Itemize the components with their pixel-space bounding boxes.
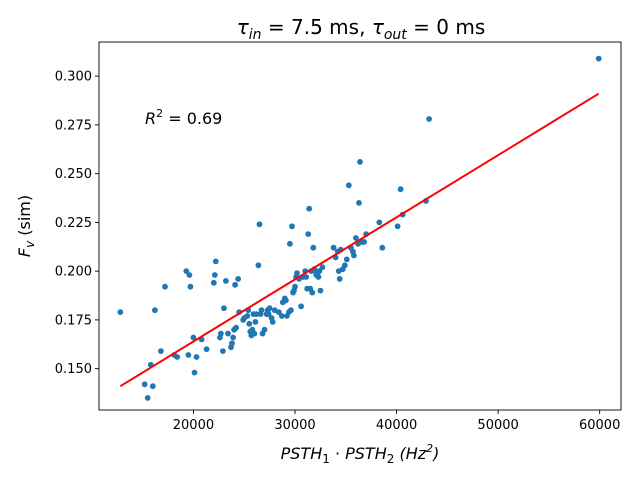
- scatter-point: [269, 319, 276, 325]
- scatter-point: [225, 330, 231, 337]
- scatter-point: [256, 221, 263, 228]
- y-axis-label: Fv (sim): [15, 195, 37, 257]
- scatter-point: [246, 320, 253, 327]
- scatter-point: [244, 313, 251, 319]
- scatter-point: [306, 205, 313, 212]
- x-tick-label: 20000: [173, 418, 214, 433]
- scatter-point: [394, 223, 401, 230]
- scatter-point: [218, 330, 224, 337]
- scatter-point: [253, 311, 260, 317]
- scatter-point: [174, 354, 181, 360]
- scatter-point: [283, 297, 289, 304]
- scatter-point: [261, 326, 268, 333]
- scatter-point: [158, 348, 164, 354]
- scatter-point: [212, 258, 219, 265]
- y-tick-label: 0.150: [55, 362, 92, 377]
- scatter-point: [191, 369, 198, 376]
- scatter-point: [190, 334, 197, 341]
- scatter-point: [289, 223, 295, 230]
- scatter-point: [426, 116, 432, 122]
- y-tick-label: 0.225: [55, 216, 92, 231]
- scatter-point: [230, 334, 237, 341]
- scatter-point: [255, 262, 262, 269]
- scatter-point: [117, 309, 124, 315]
- chart-title: τin = 7.5 ms, τout = 0 ms: [237, 15, 486, 43]
- scatter-point: [315, 274, 322, 280]
- scatter-point: [149, 383, 156, 390]
- scatter-point: [221, 305, 227, 312]
- scatter-point: [252, 319, 259, 325]
- scatter-point: [233, 324, 240, 331]
- scatter-point: [319, 264, 326, 271]
- scatter-point: [141, 381, 148, 388]
- scatter-point: [287, 240, 293, 247]
- scatter-point: [379, 244, 386, 251]
- scatter-point: [294, 270, 300, 276]
- scatter-point: [152, 307, 158, 314]
- x-tick-label: 50000: [477, 418, 518, 433]
- x-axis-label: PSTH1 · PSTH2 (Hz2): [281, 442, 440, 466]
- scatter-point: [203, 346, 210, 353]
- scatter-point: [305, 231, 312, 238]
- scatter-point: [353, 235, 359, 241]
- scatter-point: [361, 239, 367, 245]
- y-tick-label: 0.250: [55, 167, 92, 182]
- scatter-point: [303, 274, 310, 280]
- scatter-point: [211, 272, 218, 278]
- scatter-point: [144, 395, 151, 401]
- y-tick-label: 0.300: [55, 70, 92, 85]
- scatter-point: [336, 276, 343, 282]
- scatter-point: [223, 278, 229, 284]
- scatter-point: [220, 348, 226, 354]
- scatter-point: [330, 244, 337, 251]
- scatter-point: [351, 252, 357, 259]
- scatter-point: [193, 354, 200, 360]
- plot-area: 20000 30000 40000 50000 60000 0.150 0.175 0.200…: [55, 41, 622, 433]
- axes-frame: [98, 41, 622, 411]
- scatter-point: [187, 283, 194, 290]
- scatter-point: [186, 272, 193, 278]
- scatter-point: [251, 330, 258, 337]
- scatter-point: [235, 276, 242, 282]
- scatter-point: [397, 186, 404, 193]
- y-tick-label: 0.200: [55, 265, 92, 280]
- regression-line: [119, 92, 600, 388]
- scatter-point: [341, 262, 348, 269]
- y-tick-label: 0.175: [55, 313, 92, 328]
- scatter-point: [595, 55, 602, 62]
- scatter-point: [345, 182, 352, 189]
- scatter-point: [266, 305, 273, 312]
- x-tick-label: 60000: [579, 418, 620, 433]
- scatter-point: [288, 307, 294, 314]
- scatter-point: [298, 303, 304, 310]
- r-squared-annotation: R2 = 0.69: [145, 107, 222, 128]
- scatter-point: [258, 307, 265, 314]
- scatter-point: [356, 200, 362, 206]
- scatter-point: [310, 244, 317, 251]
- scatter-point: [317, 287, 324, 294]
- x-tick-label: 40000: [376, 418, 417, 433]
- scatter-point: [309, 289, 316, 296]
- scatter-point: [210, 279, 217, 286]
- scatter-point: [376, 219, 383, 226]
- scatter-point: [183, 268, 190, 274]
- scatter-point: [229, 340, 235, 347]
- scatter-point: [343, 256, 350, 263]
- scatter-point: [232, 281, 239, 288]
- scatter-point: [278, 313, 285, 319]
- x-tick-label: 30000: [274, 418, 315, 433]
- scatter-point: [292, 283, 298, 290]
- scatter-point: [185, 352, 192, 358]
- scatter-point: [357, 159, 363, 165]
- scatter-point: [162, 283, 168, 290]
- y-tick-label: 0.275: [55, 118, 92, 133]
